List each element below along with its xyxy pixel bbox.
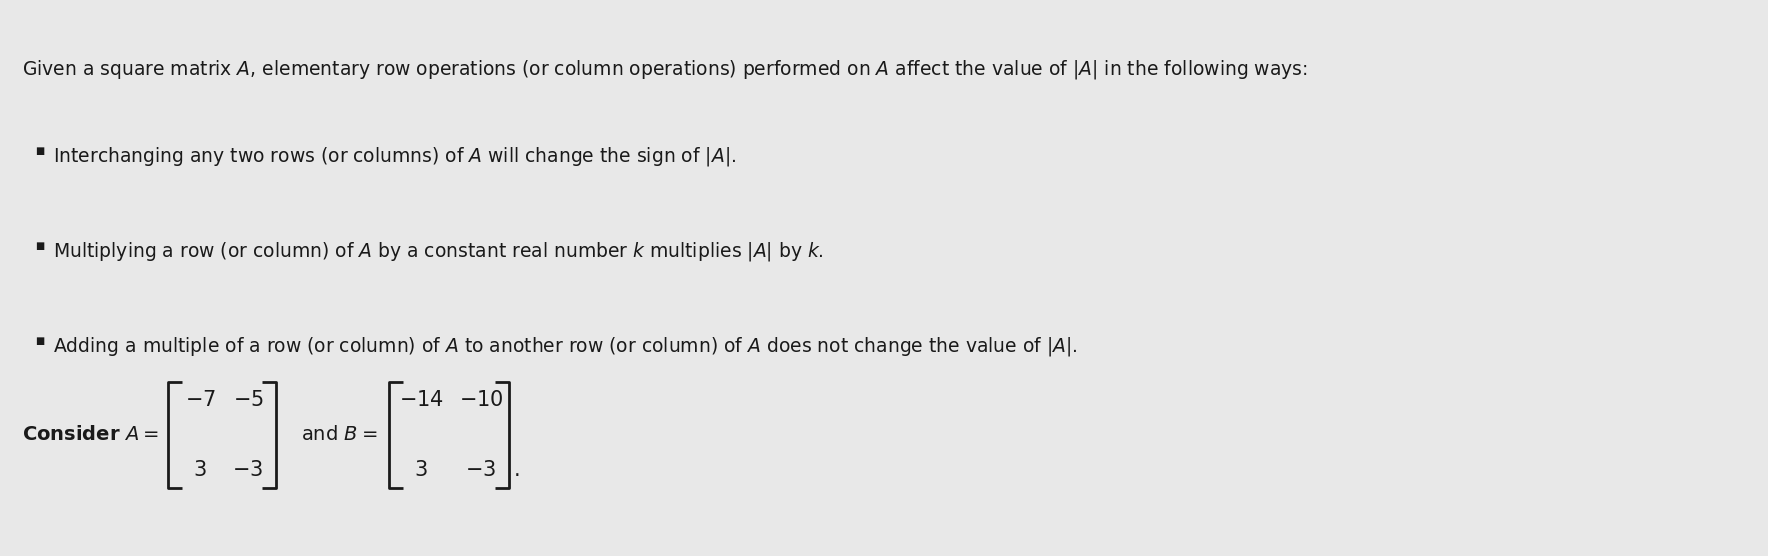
Text: $3$: $3$ <box>193 460 207 480</box>
Text: $\blacksquare$: $\blacksquare$ <box>35 240 46 252</box>
Text: $-5$: $-5$ <box>233 390 263 410</box>
Text: Given a square matrix $A$, elementary row operations (or column operations) perf: Given a square matrix $A$, elementary ro… <box>21 58 1308 81</box>
Text: $3$: $3$ <box>414 460 428 480</box>
Text: $-10$: $-10$ <box>458 390 504 410</box>
Text: $-3$: $-3$ <box>232 460 263 480</box>
Text: and $B=$: and $B=$ <box>301 425 377 444</box>
Text: .: . <box>514 460 520 480</box>
Text: $\blacksquare$: $\blacksquare$ <box>35 335 46 347</box>
Text: $-14$: $-14$ <box>398 390 444 410</box>
Text: Consider $A=$: Consider $A=$ <box>21 425 159 444</box>
Text: Adding a multiple of a row (or column) of $A$ to another row (or column) of $A$ : Adding a multiple of a row (or column) o… <box>53 335 1078 358</box>
Text: Multiplying a row (or column) of $A$ by a constant real number $k$ multiplies $|: Multiplying a row (or column) of $A$ by … <box>53 240 824 263</box>
Text: $\blacksquare$: $\blacksquare$ <box>35 145 46 157</box>
Text: Interchanging any two rows (or columns) of $A$ will change the sign of $|A|$.: Interchanging any two rows (or columns) … <box>53 145 735 168</box>
Text: $-3$: $-3$ <box>465 460 497 480</box>
Text: $-7$: $-7$ <box>184 390 216 410</box>
